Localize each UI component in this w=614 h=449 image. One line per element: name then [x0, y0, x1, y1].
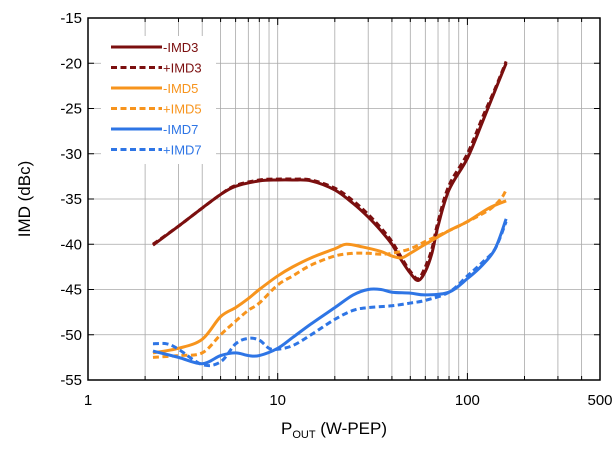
- x-tick-label: 1: [84, 392, 92, 409]
- y-tick-label: -20: [60, 55, 82, 72]
- series-line-minus-imd7: [152, 218, 508, 366]
- legend-label: +IMD5: [163, 102, 202, 117]
- y-tick-label: -45: [60, 282, 82, 299]
- y-tick-label: -25: [60, 101, 82, 118]
- x-tick-label: 100: [455, 392, 480, 409]
- legend-label: +IMD7: [163, 143, 202, 158]
- y-tick-label: -15: [60, 10, 82, 27]
- gridlines: [88, 18, 600, 380]
- series-line-plusminus-imd7: [152, 221, 508, 368]
- legend-label: -IMD7: [163, 122, 198, 137]
- y-axis-title: IMD (dBc): [15, 161, 34, 238]
- series-line-minus-imd5: [152, 199, 507, 355]
- y-tick-label: -50: [60, 327, 82, 344]
- legend: -IMD3 +IMD3 -IMD5 +IMD5 -IMD7 +IMD7: [101, 36, 216, 164]
- series-line-plusminus-imd5: [152, 189, 508, 359]
- x-tick-label: 10: [269, 392, 286, 409]
- legend-label: -IMD3: [163, 40, 198, 55]
- legend-background: [101, 36, 216, 164]
- series-line-minus-imd3: [152, 62, 508, 282]
- y-tick-label: -35: [60, 191, 82, 208]
- y-tick-label: -40: [60, 236, 82, 253]
- y-tick-label: -55: [60, 372, 82, 389]
- legend-label: +IMD3: [163, 61, 202, 76]
- axis-ticks: -55 -50 -45 -40 -35 -30 -25 -20 -15 1 10 100 500: [60, 10, 612, 409]
- series-lines: [152, 60, 508, 368]
- legend-label: -IMD5: [163, 81, 198, 96]
- x-axis-title: POUT (W-PEP): [281, 419, 387, 441]
- x-tick-label: 500: [587, 392, 612, 409]
- y-tick-label: -30: [60, 146, 82, 163]
